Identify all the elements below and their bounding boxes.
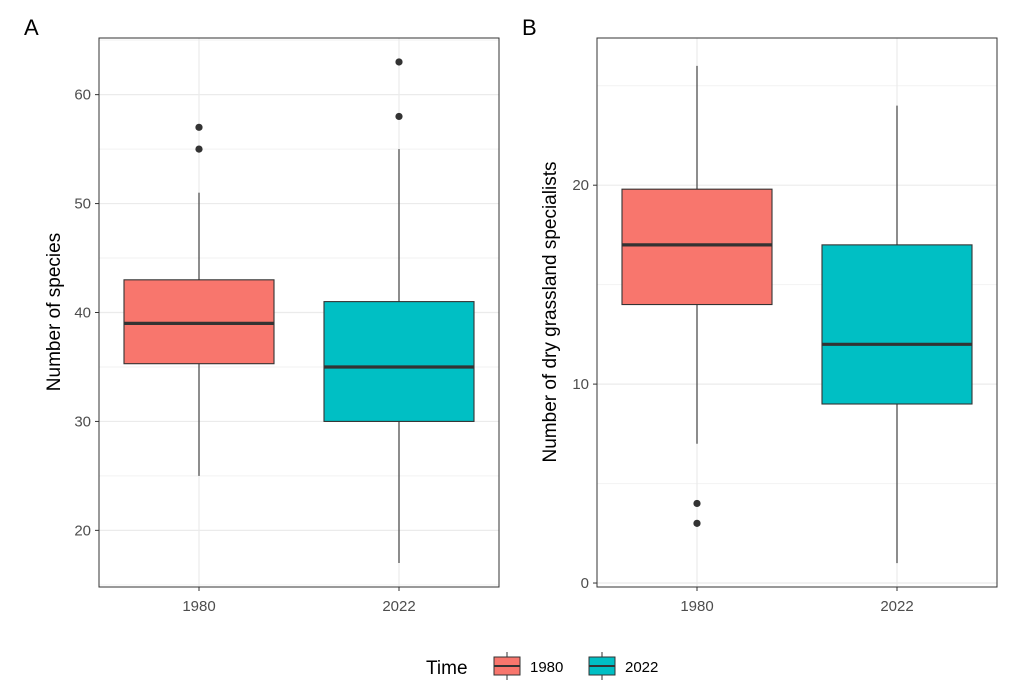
legend-key-1980 bbox=[493, 652, 521, 680]
outlier-point-1980 bbox=[693, 519, 701, 527]
y-tick-label: 30 bbox=[74, 413, 91, 430]
panel-b-frame bbox=[596, 37, 998, 588]
panel-a-y-axis-title: Number of species bbox=[44, 233, 65, 391]
box-2022 bbox=[323, 58, 475, 564]
legend-label-1980: 1980 bbox=[530, 659, 563, 676]
box-2022 bbox=[821, 105, 973, 564]
x-tick-label: 1980 bbox=[182, 598, 215, 615]
outlier-point-1980 bbox=[195, 145, 203, 153]
legend: Time 1980 2022 bbox=[426, 652, 658, 680]
y-tick-label: 40 bbox=[74, 305, 91, 322]
panel-b: B 0 10 20 1980 2022 Number of dry grassland… bbox=[522, 15, 998, 615]
box-1980 bbox=[123, 123, 275, 476]
x-tick-label: 1980 bbox=[680, 598, 713, 615]
panel-a-y-ticks: 20 30 40 50 60 bbox=[74, 87, 99, 539]
x-tick-label: 2022 bbox=[382, 598, 415, 615]
panel-b-y-ticks: 0 10 20 bbox=[572, 177, 597, 592]
y-tick-label: 60 bbox=[74, 87, 91, 104]
outlier-point-2022 bbox=[395, 58, 403, 66]
y-tick-label: 50 bbox=[74, 196, 91, 213]
panel-a-marks bbox=[123, 58, 475, 564]
panel-b-y-axis-title: Number of dry grassland specialists bbox=[540, 162, 561, 463]
box-body-1980 bbox=[123, 279, 275, 365]
panel-b-x-ticks: 1980 2022 bbox=[680, 587, 914, 615]
box-body-1980 bbox=[621, 188, 773, 306]
x-tick-label: 2022 bbox=[880, 598, 913, 615]
panel-a-tag: A bbox=[24, 15, 39, 40]
y-tick-label: 20 bbox=[572, 177, 589, 194]
panel-b-marks bbox=[621, 65, 973, 564]
box-body-2022 bbox=[821, 244, 973, 405]
legend-key-2022 bbox=[588, 652, 616, 680]
box-1980 bbox=[621, 65, 773, 527]
outlier-point-1980 bbox=[195, 123, 203, 131]
outlier-point-1980 bbox=[693, 499, 701, 508]
legend-title: Time bbox=[426, 658, 468, 679]
box-body-2022 bbox=[323, 301, 475, 422]
y-tick-label: 0 bbox=[581, 575, 589, 592]
panel-a-x-ticks: 1980 2022 bbox=[182, 587, 416, 615]
y-tick-label: 10 bbox=[572, 376, 589, 393]
legend-label-2022: 2022 bbox=[625, 659, 658, 676]
outlier-point-2022 bbox=[395, 112, 403, 121]
y-tick-label: 20 bbox=[74, 522, 91, 539]
panel-b-tag: B bbox=[522, 15, 537, 40]
panel-a: A 20 30 40 50 60 1980 2022 Number of species bbox=[24, 15, 500, 615]
